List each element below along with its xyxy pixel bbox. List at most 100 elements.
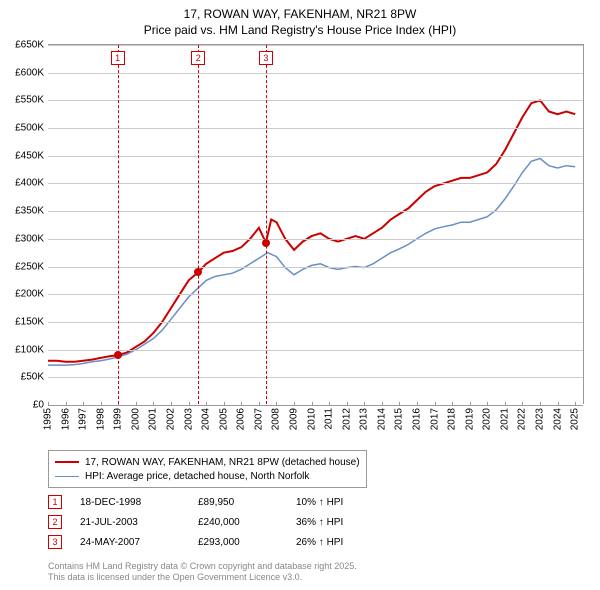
x-tick [364,402,365,406]
x-tick [83,402,84,406]
footer-line-2: This data is licensed under the Open Gov… [48,572,357,584]
sale-marker-dot [194,268,202,276]
x-tick-label: 2023 [535,408,546,430]
x-tick-label: 2011 [324,408,335,430]
x-tick-label: 2022 [517,408,528,430]
x-tick [452,402,453,406]
x-tick-label: 2006 [236,408,247,430]
x-tick [347,402,348,406]
sale-idx-3: 3 [48,535,62,549]
legend-row-hpi: HPI: Average price, detached house, Nort… [55,469,360,483]
gridline-h [48,128,583,129]
x-tick-label: 2000 [130,408,141,430]
x-tick [329,402,330,406]
x-tick-label: 2010 [306,408,317,430]
x-tick-label: 2012 [341,408,352,430]
x-tick [540,402,541,406]
gridline-h [48,377,583,378]
x-tick-label: 2021 [499,408,510,430]
gridline-h [48,156,583,157]
y-tick-label: £650K [15,40,44,51]
gridline-h [48,294,583,295]
x-tick-label: 1997 [78,408,89,430]
gridline-h [48,405,583,406]
chart-title-block: 17, ROWAN WAY, FAKENHAM, NR21 8PW Price … [0,0,600,40]
x-tick-label: 2015 [394,408,405,430]
x-tick [276,402,277,406]
x-tick-label: 2003 [183,408,194,430]
x-tick [101,402,102,406]
x-tick [66,402,67,406]
y-tick-label: £550K [15,95,44,106]
x-tick-label: 2016 [412,408,423,430]
x-tick-label: 2007 [253,408,264,430]
x-tick-label: 2005 [218,408,229,430]
sales-table: 1 18-DEC-1998 £89,950 10% ↑ HPI 2 21-JUL… [48,492,386,552]
footer-line-1: Contains HM Land Registry data © Crown c… [48,561,357,573]
y-tick-label: £450K [15,150,44,161]
gridline-h [48,322,583,323]
sale-pct-2: 36% ↑ HPI [296,517,386,528]
x-tick [153,402,154,406]
x-tick-label: 1998 [95,408,106,430]
x-tick [575,402,576,406]
x-tick [224,402,225,406]
x-tick-label: 2018 [447,408,458,430]
title-line-1: 17, ROWAN WAY, FAKENHAM, NR21 8PW [0,6,600,22]
sale-price-1: £89,950 [198,497,278,508]
x-tick [487,402,488,406]
y-tick-label: £50K [21,372,44,383]
x-tick-label: 2019 [464,408,475,430]
sale-marker-box: 2 [191,51,205,65]
x-tick [435,402,436,406]
sale-pct-3: 26% ↑ HPI [296,537,386,548]
plot-area: £0£50K£100K£150K£200K£250K£300K£350K£400… [48,45,583,404]
x-tick [294,402,295,406]
sale-marker-box: 3 [259,51,273,65]
gridline-h [48,45,583,46]
x-tick-label: 2001 [148,408,159,430]
sale-idx-1: 1 [48,495,62,509]
y-tick-label: £150K [15,316,44,327]
y-tick-label: £250K [15,261,44,272]
sale-marker-dot [114,351,122,359]
y-tick-label: £300K [15,233,44,244]
x-tick [189,402,190,406]
x-tick [522,402,523,406]
y-tick-label: £350K [15,206,44,217]
x-tick-label: 2020 [482,408,493,430]
sale-date-3: 24-MAY-2007 [80,537,180,548]
x-tick-label: 2002 [166,408,177,430]
x-tick-label: 2014 [376,408,387,430]
sale-price-3: £293,000 [198,537,278,548]
gridline-h [48,73,583,74]
sale-row-1: 1 18-DEC-1998 £89,950 10% ↑ HPI [48,492,386,512]
x-tick-label: 2017 [429,408,440,430]
y-tick-label: £100K [15,344,44,355]
chart-legend: 17, ROWAN WAY, FAKENHAM, NR21 8PW (detac… [48,450,367,488]
x-tick-label: 1995 [43,408,54,430]
sale-marker-dot [262,239,270,247]
legend-label-hpi: HPI: Average price, detached house, Nort… [85,471,309,482]
x-tick [206,402,207,406]
gridline-h [48,267,583,268]
chart-lines-svg [48,45,584,405]
x-tick [470,402,471,406]
gridline-h [48,211,583,212]
x-tick [505,402,506,406]
y-tick-label: £500K [15,123,44,134]
y-tick-label: £400K [15,178,44,189]
x-tick [417,402,418,406]
legend-swatch-price-paid [55,461,79,463]
x-tick [259,402,260,406]
series-line-hpi [48,159,575,366]
sale-date-1: 18-DEC-1998 [80,497,180,508]
x-tick-label: 1996 [60,408,71,430]
y-tick-label: £200K [15,289,44,300]
legend-swatch-hpi [55,476,79,477]
x-tick-label: 2004 [201,408,212,430]
gridline-h [48,350,583,351]
x-tick [171,402,172,406]
sale-price-2: £240,000 [198,517,278,528]
gridline-h [48,183,583,184]
